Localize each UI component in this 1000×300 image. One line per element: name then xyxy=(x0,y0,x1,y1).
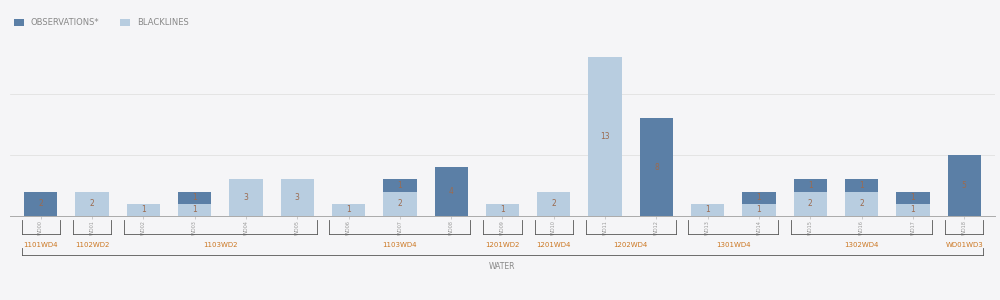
Bar xyxy=(794,179,827,192)
Legend: OBSERVATIONS*, BLACKLINES: OBSERVATIONS*, BLACKLINES xyxy=(14,18,189,27)
Text: 5: 5 xyxy=(962,181,967,190)
Text: 2: 2 xyxy=(859,199,864,208)
Text: 1: 1 xyxy=(757,206,761,214)
Text: 1: 1 xyxy=(911,193,915,202)
Text: 1302WD4: 1302WD4 xyxy=(844,242,879,248)
Bar xyxy=(845,192,878,216)
Bar xyxy=(742,192,776,204)
Bar xyxy=(435,167,468,216)
Bar xyxy=(332,204,365,216)
Bar xyxy=(845,179,878,192)
Bar xyxy=(537,192,570,216)
Bar xyxy=(896,192,930,204)
Bar xyxy=(640,118,673,216)
Text: 1103WD2: 1103WD2 xyxy=(203,242,238,248)
Text: 1: 1 xyxy=(911,206,915,214)
Bar xyxy=(486,204,519,216)
Text: 3: 3 xyxy=(295,193,300,202)
Bar xyxy=(742,204,776,216)
Bar xyxy=(691,204,724,216)
Text: 1201WD4: 1201WD4 xyxy=(537,242,571,248)
Text: 4: 4 xyxy=(449,187,454,196)
Text: 1: 1 xyxy=(808,181,813,190)
Text: 1: 1 xyxy=(500,206,505,214)
Text: 1: 1 xyxy=(192,206,197,214)
Text: 8: 8 xyxy=(654,163,659,172)
Text: 2: 2 xyxy=(808,199,813,208)
Bar xyxy=(178,192,211,204)
Text: 1202WD4: 1202WD4 xyxy=(614,242,648,248)
Bar xyxy=(75,192,109,216)
Bar xyxy=(24,192,57,216)
Text: WATER: WATER xyxy=(489,262,516,272)
Bar xyxy=(383,179,417,192)
Bar xyxy=(229,179,263,216)
Text: 2: 2 xyxy=(398,199,402,208)
Text: 1: 1 xyxy=(346,206,351,214)
Text: 1: 1 xyxy=(398,181,402,190)
Bar xyxy=(588,57,622,216)
Text: WD01WD3: WD01WD3 xyxy=(945,242,983,248)
Bar xyxy=(127,204,160,216)
Text: 1: 1 xyxy=(757,193,761,202)
Text: 1: 1 xyxy=(141,206,146,214)
Text: 1: 1 xyxy=(859,181,864,190)
Text: 1: 1 xyxy=(192,193,197,202)
Bar xyxy=(281,179,314,216)
Text: 13: 13 xyxy=(600,132,610,141)
Bar xyxy=(896,204,930,216)
Bar xyxy=(383,192,417,216)
Text: 2: 2 xyxy=(551,199,556,208)
Text: 1: 1 xyxy=(705,206,710,214)
Text: 3: 3 xyxy=(244,193,248,202)
Text: 1103WD4: 1103WD4 xyxy=(383,242,417,248)
Text: 2: 2 xyxy=(38,199,43,208)
Text: 2: 2 xyxy=(90,199,94,208)
Bar xyxy=(794,192,827,216)
Text: 1102WD2: 1102WD2 xyxy=(75,242,109,248)
Text: 1201WD2: 1201WD2 xyxy=(485,242,520,248)
Text: 1101WD4: 1101WD4 xyxy=(24,242,58,248)
Text: 1301WD4: 1301WD4 xyxy=(716,242,751,248)
Bar xyxy=(178,204,211,216)
Bar xyxy=(948,155,981,216)
